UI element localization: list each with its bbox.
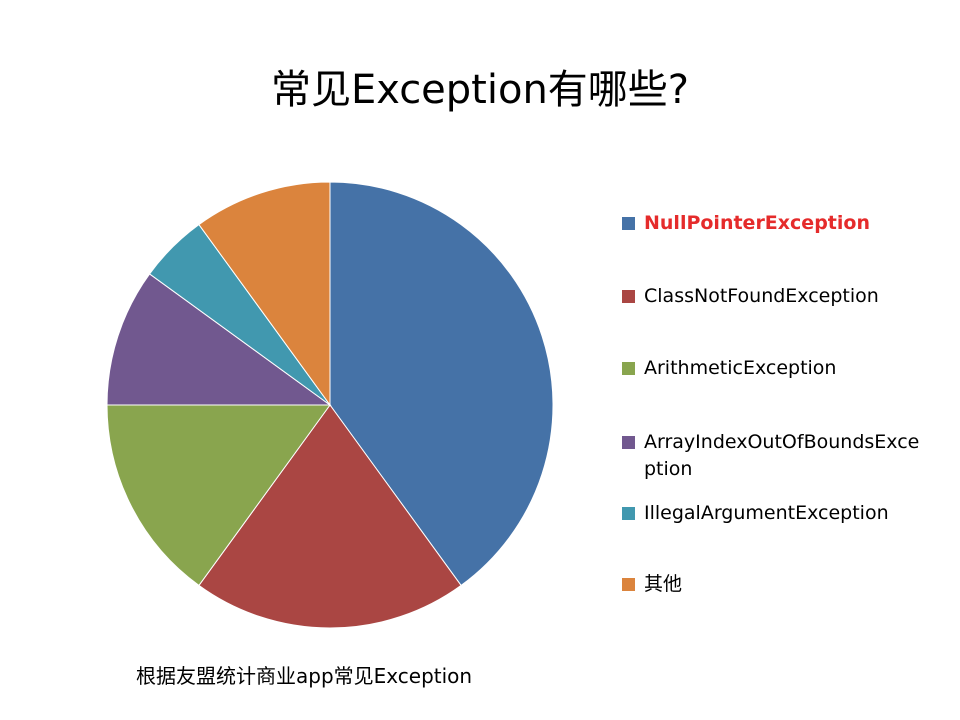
legend-label: ArithmeticException xyxy=(644,357,837,379)
legend-label: IllegalArgumentException xyxy=(644,502,889,524)
pie-slice-arithmeticexception xyxy=(106,404,331,587)
legend-swatch xyxy=(622,507,635,520)
legend-label: 其他 xyxy=(644,573,683,595)
legend-label: ClassNotFoundException xyxy=(644,285,879,307)
legend-swatch xyxy=(622,362,635,375)
pie-slice-arrayindexoutofboundsexception xyxy=(106,273,332,406)
pie-slice-classnotfoundexception xyxy=(198,404,462,629)
legend-swatch xyxy=(622,578,635,591)
legend-swatch xyxy=(622,436,635,449)
legend-swatch xyxy=(622,290,635,303)
slide-title: 常见Exception有哪些? xyxy=(270,67,690,113)
pie-slice-other xyxy=(198,181,331,407)
chart-caption: 根据友盟统计商业app常见Exception xyxy=(136,664,473,688)
legend-label: ArrayIndexOutOfBoundsException xyxy=(644,431,920,480)
pie-slice-nullpointerexception xyxy=(329,181,554,587)
legend-label: NullPointerException xyxy=(644,212,870,234)
legend-swatch xyxy=(622,217,635,230)
